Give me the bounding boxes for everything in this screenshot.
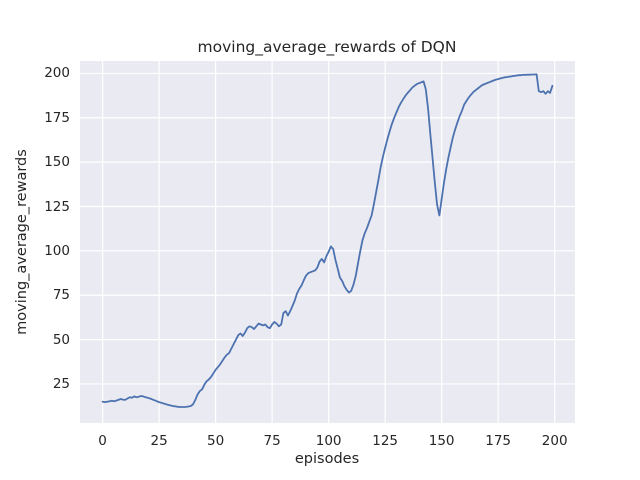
x-tick-label: 75 [263,433,281,449]
y-tick-label: 75 [52,287,70,304]
x-tick-label: 175 [485,433,512,449]
y-tick-label: 175 [44,109,70,126]
y-tick-label: 200 [44,65,70,82]
y-tick-label: 125 [44,198,70,215]
x-axis-label: episodes [294,451,360,467]
plot-area [80,61,575,423]
x-tick-label: 25 [150,433,168,449]
x-tick-label: 125 [372,433,399,449]
y-tick-label: 100 [44,242,70,259]
y-tick-label: 25 [52,375,70,392]
y-tick-label: 50 [52,331,70,348]
x-tick-label: 200 [541,433,568,449]
x-tick-label: 50 [207,433,225,449]
y-tick-label: 150 [44,154,70,171]
x-tick-label: 100 [315,433,342,449]
reward-line [101,73,554,408]
x-tick-label: 150 [428,433,455,449]
x-tick-label: 0 [98,433,107,449]
chart-title: moving_average_rewards of DQN [197,38,457,56]
